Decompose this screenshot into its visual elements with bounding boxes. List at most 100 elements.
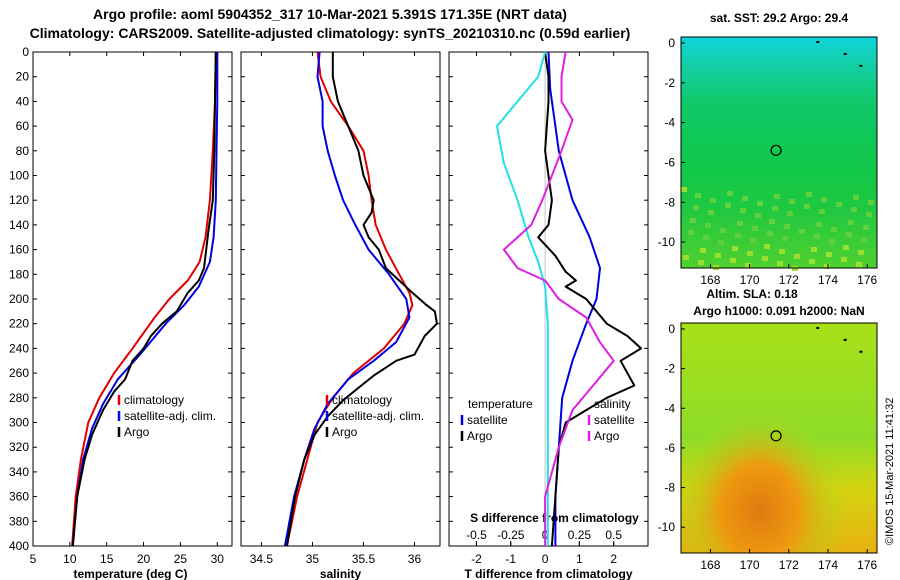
sst-patch bbox=[861, 237, 867, 242]
temperature-legend-label: satellite-adj. clim. bbox=[124, 409, 216, 423]
sst-patch bbox=[829, 239, 835, 244]
legend-temperature-title: temperature bbox=[468, 397, 533, 411]
sla-title: Altim. SLA: 0.18 bbox=[706, 287, 798, 301]
sst-patch bbox=[703, 235, 709, 240]
sst-patch bbox=[848, 220, 854, 225]
sst-patch bbox=[831, 227, 837, 232]
sla_map-ytick-label: 0 bbox=[668, 322, 675, 336]
sst_map-field bbox=[681, 37, 877, 268]
difference-xtick-label: 0 bbox=[542, 552, 549, 566]
temperature-legend-label: Argo bbox=[124, 425, 150, 439]
sst-patch bbox=[866, 212, 872, 217]
sst-patch bbox=[705, 223, 711, 228]
island-marker bbox=[843, 338, 847, 341]
sst-patch bbox=[737, 221, 743, 226]
legend-t-label: satellite bbox=[467, 413, 508, 427]
sst-patch bbox=[856, 262, 862, 267]
sst-patch bbox=[727, 191, 733, 196]
sst-patch bbox=[698, 260, 704, 265]
sla_map-xtick-label: 174 bbox=[818, 558, 838, 572]
island-marker bbox=[816, 40, 820, 43]
sst-patch bbox=[868, 200, 874, 205]
s-tick-label: -0.25 bbox=[497, 528, 525, 542]
sst-patch bbox=[819, 209, 825, 214]
sst-patch bbox=[777, 261, 783, 266]
sst_map-ytick-label: -6 bbox=[664, 155, 675, 169]
sst-patch bbox=[853, 195, 859, 200]
sst_map-ytick-label: -2 bbox=[664, 76, 675, 90]
sla_map-ytick-label: -10 bbox=[658, 520, 676, 534]
sst-patch bbox=[752, 226, 758, 231]
sst_map-xtick-label: 176 bbox=[857, 273, 877, 287]
depth-tick-label: 340 bbox=[9, 465, 29, 479]
difference-xtick-label: -1 bbox=[505, 552, 516, 566]
float-position-marker bbox=[770, 144, 782, 156]
sst_map-xtick-label: 172 bbox=[779, 273, 799, 287]
sst-patch bbox=[767, 231, 773, 236]
sla-map-panel: Altim. SLA: 0.18 Argo h1000: 0.091 h2000:… bbox=[658, 287, 878, 572]
depth-tick-label: 180 bbox=[9, 267, 29, 281]
sla_map-xtick-label: 168 bbox=[700, 558, 720, 572]
sst-patch bbox=[735, 233, 741, 238]
temperature-xtick-label: 30 bbox=[211, 552, 225, 566]
depth-tick-label: 20 bbox=[16, 70, 30, 84]
sst-title: sat. SST: 29.2 Argo: 29.4 bbox=[710, 11, 849, 25]
sst-map-panel: sat. SST: 29.2 Argo: 29.4 168 170 172 174 176… bbox=[658, 11, 878, 287]
sst-patch bbox=[858, 250, 864, 255]
salinity-xtick-label: 35.5 bbox=[352, 552, 376, 566]
temperature-xtick-label: 5 bbox=[30, 552, 37, 566]
salinity-xtick-label: 34.5 bbox=[250, 552, 274, 566]
sst-patch bbox=[804, 204, 810, 209]
depth-tick-label: 40 bbox=[16, 94, 30, 108]
sst-patch bbox=[769, 219, 775, 224]
depth-tick-label: 400 bbox=[9, 539, 29, 553]
sst-patch bbox=[863, 225, 869, 230]
sst_map-ytick-label: 0 bbox=[668, 36, 675, 50]
sla_map-ytick-label: -6 bbox=[664, 441, 675, 455]
sst-patch bbox=[846, 232, 852, 237]
s-tick-label: 0.5 bbox=[605, 528, 622, 542]
sst-patch bbox=[811, 247, 817, 252]
temperature-series-satellite-adj-clim- bbox=[71, 52, 219, 547]
sst-patch bbox=[745, 263, 751, 268]
depth-tick-label: 360 bbox=[9, 490, 29, 504]
temperature-panel: 0 20 40 60 80 100 120 140 160 180 200 220 240 260 280 3… bbox=[9, 45, 233, 580]
sst-patch bbox=[809, 259, 815, 264]
sst-patch bbox=[693, 205, 699, 210]
sst-patch bbox=[806, 192, 812, 197]
depth-tick-label: 160 bbox=[9, 243, 29, 257]
float-position-marker bbox=[770, 430, 782, 442]
sst-patch bbox=[683, 255, 689, 260]
depth-tick-label: 280 bbox=[9, 391, 29, 405]
sst_map-ytick-label: -10 bbox=[658, 235, 676, 249]
depth-tick-label: 240 bbox=[9, 341, 29, 355]
salinity-legend-label: satellite-adj. clim. bbox=[332, 409, 424, 423]
sst-patch bbox=[688, 230, 694, 235]
depth-tick-label: 220 bbox=[9, 317, 29, 331]
depth-tick-label: 200 bbox=[9, 292, 29, 306]
depth-tick-label: 320 bbox=[9, 440, 29, 454]
difference-xtick-label: 2 bbox=[610, 552, 617, 566]
difference-series-s-argo bbox=[502, 51, 615, 546]
sst-patch bbox=[742, 196, 748, 201]
temperature-xtick-label: 15 bbox=[100, 552, 114, 566]
salinity-xlabel: salinity bbox=[320, 567, 362, 580]
temperature-xtick-label: 10 bbox=[63, 552, 77, 566]
depth-tick-label: 100 bbox=[9, 169, 29, 183]
temperature-series-climatology bbox=[71, 51, 217, 547]
salinity-xtick-label: 36 bbox=[408, 552, 422, 566]
salinity-xtick-label: 35 bbox=[306, 552, 320, 566]
sst-patch bbox=[794, 254, 800, 259]
title-line-1: Argo profile: aoml 5904352_317 10-Mar-20… bbox=[93, 6, 567, 22]
sst-patch bbox=[690, 218, 696, 223]
island-marker bbox=[859, 350, 863, 353]
sst_map-ytick-label: -4 bbox=[664, 116, 675, 130]
sla-subtitle: Argo h1000: 0.091 h2000: NaN bbox=[693, 304, 864, 318]
sst-patch bbox=[695, 193, 701, 198]
temperature-frame bbox=[32, 51, 233, 547]
sst-patch bbox=[816, 222, 822, 227]
island-marker bbox=[859, 64, 863, 67]
sst-patch bbox=[782, 236, 788, 241]
temperature-xtick-label: 25 bbox=[174, 552, 188, 566]
